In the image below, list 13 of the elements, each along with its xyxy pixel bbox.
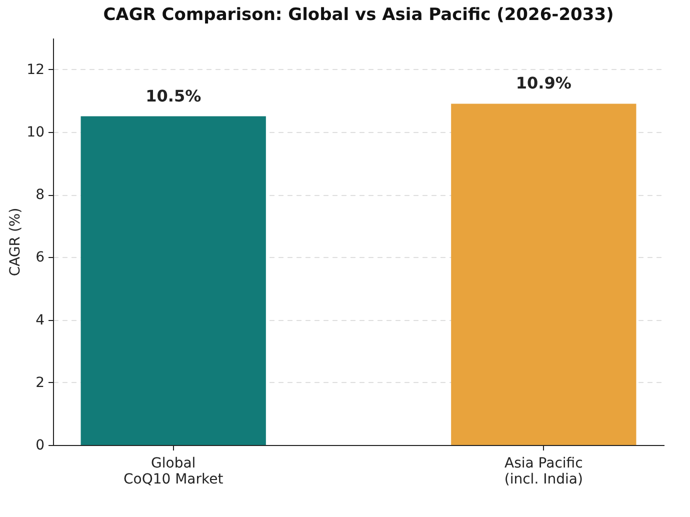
x-tick-label: Asia Pacific (incl. India): [504, 456, 583, 488]
y-tick-label: 8: [36, 187, 44, 204]
y-tick-label: 6: [36, 250, 45, 266]
y-tick-label: 4: [36, 312, 45, 328]
chart-title: CAGR Comparison: Global vs Asia Pacific (2026-2033): [103, 5, 614, 25]
y-tick-label: 12: [26, 62, 44, 78]
y-tick-label: 10: [26, 124, 44, 140]
data-label: 10.9%: [516, 74, 572, 93]
y-tick-label: 0: [36, 438, 44, 454]
y-axis-title: CAGR (%): [8, 208, 24, 276]
x-tick-label: Global CoQ10 Market: [123, 456, 224, 488]
y-tick-label: 2: [36, 374, 44, 391]
data-label: 10.5%: [146, 86, 202, 106]
